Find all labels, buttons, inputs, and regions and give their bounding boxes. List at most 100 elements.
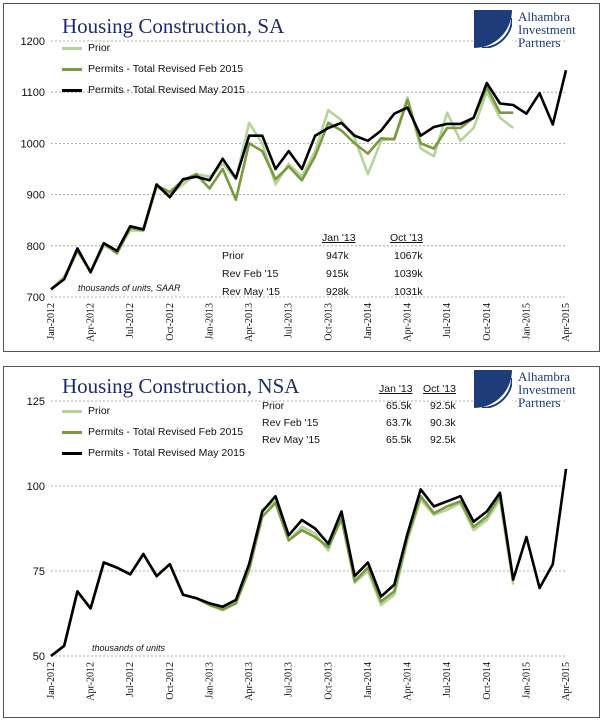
logo-line-2: Investment xyxy=(518,22,576,37)
legend-swatch-prior xyxy=(62,46,82,50)
logo-mark-icon xyxy=(474,370,512,408)
y-tick-label: 100 xyxy=(27,481,45,493)
y-tick-label: 800 xyxy=(27,241,45,253)
table-cell: 947k xyxy=(326,250,349,262)
table-cell: Rev Feb '15 xyxy=(222,268,279,280)
table-cell: 1039k xyxy=(394,268,423,280)
logo-line-1: Alhambra xyxy=(518,9,570,24)
table-cell: 92.5k xyxy=(430,400,456,412)
chart-sa-plot: 700 800 900 1000 1100 1200 Jan-2012 Apr-2012 Jul… xyxy=(21,36,572,342)
x-tick-label: Apr-2014 xyxy=(403,662,414,701)
chart-title: Housing Construction, SA xyxy=(62,14,285,38)
legend-item-prior: Prior xyxy=(62,405,110,417)
table-cell: 928k xyxy=(326,286,349,298)
x-tick-label: Apr-2012 xyxy=(86,303,97,342)
legend-item-feb: Permits - Total Revised Feb 2015 xyxy=(62,426,243,438)
y-tick-label: 900 xyxy=(27,190,45,202)
x-tick-label: Apr-2015 xyxy=(561,662,572,701)
table-header: Jan '13 xyxy=(379,383,413,395)
legend-item-may: Permits - Total Revised May 2015 xyxy=(62,84,245,96)
x-tick-label: Oct-2012 xyxy=(165,662,176,700)
chart-panel-sa: 700 800 900 1000 1100 1200 Jan-2012 Apr-2012 Jul… xyxy=(3,3,600,352)
table-cell: 1067k xyxy=(394,250,423,262)
x-tick-label: Jul-2014 xyxy=(442,662,453,697)
x-tick-label: Apr-2012 xyxy=(86,662,97,701)
series-line-3 xyxy=(50,69,568,291)
y-tick-label: 1200 xyxy=(21,36,45,48)
x-tick-label: Jan-2015 xyxy=(521,303,532,340)
logo-line-3: Partners xyxy=(518,395,561,410)
table-cell: Prior xyxy=(262,400,285,412)
legend-swatch-may xyxy=(62,451,82,455)
chart-title: Housing Construction, NSA xyxy=(62,374,300,398)
x-tick-label: Jul-2013 xyxy=(284,303,295,338)
legend-swatch-feb xyxy=(62,430,82,434)
table-cell: 90.3k xyxy=(430,417,456,429)
logo-line-2: Investment xyxy=(518,382,576,397)
table-cell: 92.5k xyxy=(430,434,456,446)
logo: Alhambra Investment Partners xyxy=(474,10,599,70)
x-tick-label: Jul-2013 xyxy=(284,662,295,697)
table-header: Jan '13 xyxy=(322,232,356,244)
table-cell: 65.5k xyxy=(386,434,412,446)
y-tick-label: 1000 xyxy=(21,138,45,150)
series-line-2 xyxy=(50,85,514,291)
table-cell: 65.5k xyxy=(386,400,412,412)
x-tick-label: Apr-2014 xyxy=(403,303,414,342)
table-header: Oct '13 xyxy=(423,383,456,395)
legend-item-prior: Prior xyxy=(62,42,110,54)
x-tick-label: Oct-2012 xyxy=(165,303,176,341)
y-tick-label: 125 xyxy=(27,396,45,408)
x-tick-label: Apr-2015 xyxy=(561,303,572,342)
x-tick-label: Jan-2013 xyxy=(204,662,215,699)
table-cell: Rev Feb '15 xyxy=(262,417,319,429)
legend-label: Prior xyxy=(88,405,111,417)
logo: Alhambra Investment Partners xyxy=(474,370,599,430)
legend-swatch-may xyxy=(62,88,82,92)
series-line-2 xyxy=(50,494,515,658)
table-cell: 63.7k xyxy=(386,417,412,429)
x-tick-label: Oct-2013 xyxy=(323,303,334,341)
legend-label: Permits - Total Revised May 2015 xyxy=(88,84,245,96)
table-header: Oct '13 xyxy=(390,232,423,244)
x-tick-label: Jan-2015 xyxy=(521,662,532,699)
legend-label: Permits - Total Revised Feb 2015 xyxy=(88,63,244,75)
legend-item-may: Permits - Total Revised May 2015 xyxy=(62,447,245,459)
x-tick-label: Oct-2014 xyxy=(482,662,493,700)
legend-item-feb: Permits - Total Revised Feb 2015 xyxy=(62,63,243,75)
series-line-3 xyxy=(50,468,568,658)
x-tick-label: Jan-2012 xyxy=(46,662,57,699)
unit-note: thousands of units, SAAR xyxy=(78,283,181,293)
series-line-1 xyxy=(50,90,514,291)
y-tick-label: 75 xyxy=(33,566,45,578)
legend-label: Permits - Total Revised May 2015 xyxy=(88,447,245,459)
table-cell: 915k xyxy=(326,268,349,280)
x-tick-label: Jan-2013 xyxy=(204,303,215,340)
table-cell: 1031k xyxy=(394,286,423,298)
x-tick-label: Jul-2014 xyxy=(442,303,453,338)
x-tick-label: Jan-2012 xyxy=(46,303,57,340)
logo-mark-icon xyxy=(474,10,512,48)
x-tick-label: Jul-2012 xyxy=(125,662,136,697)
y-tick-label: 700 xyxy=(27,292,45,304)
x-tick-label: Jan-2014 xyxy=(363,662,374,699)
logo-line-3: Partners xyxy=(518,35,561,50)
chart-panel-nsa: 50 75 100 125 Jan-2012 Apr-2012 Jul-2012 Oct-20… xyxy=(3,366,600,718)
x-tick-label: Apr-2013 xyxy=(244,662,255,701)
x-tick-label: Jul-2012 xyxy=(125,303,136,338)
x-tick-label: Apr-2013 xyxy=(244,303,255,342)
legend-label: Permits - Total Revised Feb 2015 xyxy=(88,426,244,438)
x-tick-label: Oct-2014 xyxy=(482,303,493,341)
y-tick-label: 1100 xyxy=(21,87,45,99)
unit-note: thousands of units xyxy=(92,643,166,653)
x-tick-label: Oct-2013 xyxy=(323,662,334,700)
legend-label: Prior xyxy=(88,42,111,54)
legend-swatch-prior xyxy=(62,409,82,413)
table-cell: Rev May '15 xyxy=(262,434,321,446)
logo-line-1: Alhambra xyxy=(518,369,570,384)
table-cell: Prior xyxy=(222,250,245,262)
table-cell: Rev May '15 xyxy=(222,286,281,298)
legend-swatch-feb xyxy=(62,67,82,71)
x-tick-label: Jan-2014 xyxy=(363,303,374,340)
y-tick-label: 50 xyxy=(33,651,45,663)
